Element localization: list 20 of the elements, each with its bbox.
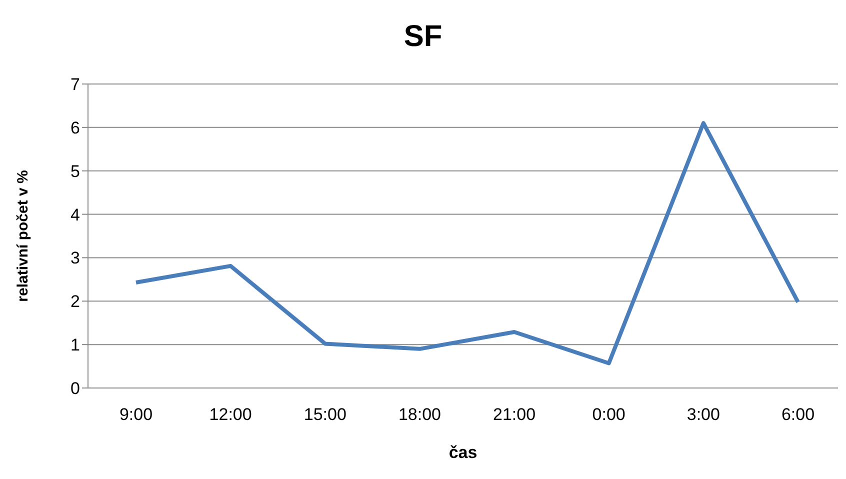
- x-tick-label: 21:00: [493, 405, 536, 424]
- x-tick-label: 0:00: [592, 405, 626, 424]
- y-tick-label: 4: [70, 205, 80, 224]
- x-tick-label: 6:00: [781, 405, 815, 424]
- x-tick-label: 18:00: [398, 405, 441, 424]
- y-axis-title: relativní počet v %: [14, 170, 32, 302]
- y-tick-label: 5: [70, 162, 80, 181]
- y-tick-label: 3: [70, 248, 80, 268]
- x-tick-label: 3:00: [686, 405, 720, 424]
- y-tick-label: 1: [70, 336, 80, 355]
- x-tick-label: 9:00: [119, 405, 153, 424]
- y-tick-label: 6: [70, 118, 80, 138]
- chart-title: SF: [402, 19, 444, 55]
- y-tick-label: 0: [70, 379, 80, 398]
- y-tick-label: 2: [70, 292, 80, 312]
- x-tick-label: 15:00: [304, 405, 346, 424]
- x-tick-label: 12:00: [209, 405, 252, 424]
- y-tick-label: 7: [70, 75, 80, 94]
- line-series: [134, 121, 800, 366]
- x-axis-title: čas: [448, 443, 478, 462]
